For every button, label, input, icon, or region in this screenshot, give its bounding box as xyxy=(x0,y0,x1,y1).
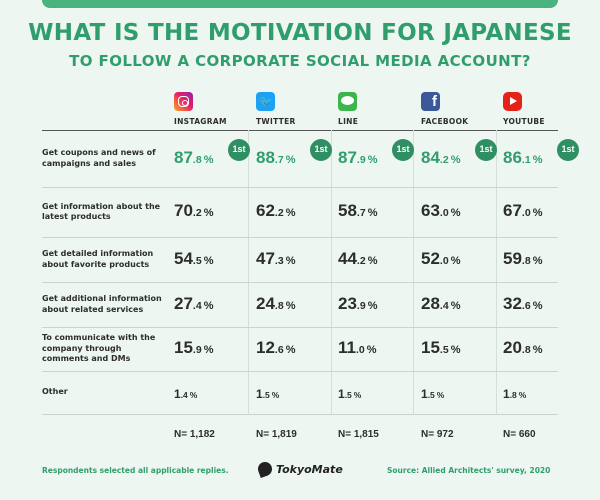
row-divider xyxy=(42,237,558,238)
footer-note: Respondents selected all applicable repl… xyxy=(42,466,229,475)
column-separator xyxy=(248,130,249,414)
top-accent-bar xyxy=(42,0,558,8)
header-divider xyxy=(42,130,558,131)
column-separator xyxy=(331,130,332,414)
youtube-icon xyxy=(503,92,522,111)
data-value: 1.5% xyxy=(338,386,362,401)
platform-facebook: f FACEBOOK xyxy=(421,92,501,126)
data-value: 23.9% xyxy=(338,293,378,313)
chart-title-line-2: TO FOLLOW A CORPORATE SOCIAL MEDIA ACCOU… xyxy=(69,52,531,70)
source-note: Source: Allied Architects' survey, 2020 xyxy=(387,466,551,475)
first-place-badge: 1st xyxy=(310,139,332,161)
data-value: 52.0% xyxy=(421,248,461,268)
twitter-icon: 🐦 xyxy=(256,92,275,111)
data-value: 88.7% xyxy=(256,147,296,167)
sample-size: N= 1,819 xyxy=(256,429,297,440)
first-place-badge: 1st xyxy=(228,139,250,161)
platform-label: TWITTER xyxy=(256,117,296,126)
sample-size: N= 660 xyxy=(503,429,536,440)
data-value: 15.5% xyxy=(421,338,461,357)
first-place-badge: 1st xyxy=(475,139,497,161)
row-label: Get coupons and news of campaigns and sa… xyxy=(42,148,156,168)
data-value: 63.0% xyxy=(421,201,461,220)
platform-label: INSTAGRAM xyxy=(174,117,227,126)
column-separator xyxy=(496,130,497,414)
row-label: Get detailed information about favorite … xyxy=(42,249,154,269)
data-value: 12.6% xyxy=(256,338,296,357)
platform-youtube: YOUTUBE xyxy=(503,92,583,126)
column-separator xyxy=(413,130,414,414)
data-value: 54.5% xyxy=(174,248,214,268)
data-value: 44.2% xyxy=(338,248,378,268)
row-divider xyxy=(42,187,558,188)
data-value: 1.8% xyxy=(503,386,527,401)
data-value: 11.0% xyxy=(338,338,377,357)
data-value: 24.8% xyxy=(256,293,296,313)
data-value: 86.1% xyxy=(503,147,543,167)
row-divider xyxy=(42,282,558,283)
sample-size: N= 1,815 xyxy=(338,429,379,440)
row-divider xyxy=(42,327,558,328)
data-value: 87.9% xyxy=(338,147,378,167)
platform-twitter: 🐦 TWITTER xyxy=(256,92,336,126)
platform-line: LINE xyxy=(338,92,418,126)
chart-title-line-1: WHAT IS THE MOTIVATION FOR JAPANESE xyxy=(28,20,572,46)
data-value: 84.2% xyxy=(421,147,461,167)
data-value: 87.8% xyxy=(174,147,214,167)
sample-size: N= 972 xyxy=(421,429,454,440)
data-value: 62.2% xyxy=(256,201,296,220)
line-icon xyxy=(338,92,357,111)
instagram-icon xyxy=(174,92,193,111)
data-value: 20.8% xyxy=(503,338,543,357)
facebook-icon: f xyxy=(421,92,440,111)
data-value: 15.9% xyxy=(174,338,214,357)
data-value: 47.3% xyxy=(256,248,296,268)
data-value: 28.4% xyxy=(421,293,461,313)
brand-name: TokyoMate xyxy=(276,462,343,476)
data-value: 27.4% xyxy=(174,293,214,313)
sample-size: N= 1,182 xyxy=(174,429,215,440)
platform-label: YOUTUBE xyxy=(503,117,545,126)
row-divider xyxy=(42,371,558,372)
data-value: 67.0% xyxy=(503,201,543,220)
row-label: To communicate with the company through … xyxy=(42,333,156,363)
data-value: 1.5% xyxy=(421,386,445,401)
platform-label: FACEBOOK xyxy=(421,117,469,126)
data-value: 32.6% xyxy=(503,293,543,313)
row-label: Get additional information about related… xyxy=(42,294,162,314)
data-value: 70.2% xyxy=(174,201,214,220)
data-value: 1.5% xyxy=(256,386,280,401)
data-value: 58.7% xyxy=(338,201,378,220)
row-label: Other xyxy=(42,387,68,396)
brand-logo: TokyoMate xyxy=(256,460,343,478)
first-place-badge: 1st xyxy=(557,139,579,161)
tokyomate-logo-icon xyxy=(256,460,274,478)
row-divider xyxy=(42,414,558,415)
data-value: 59.8% xyxy=(503,248,543,268)
row-label: Get information about the latest product… xyxy=(42,201,161,222)
data-value: 1.4% xyxy=(174,386,198,401)
first-place-badge: 1st xyxy=(392,139,414,161)
platform-label: LINE xyxy=(338,117,359,126)
platform-instagram: INSTAGRAM xyxy=(174,92,254,126)
